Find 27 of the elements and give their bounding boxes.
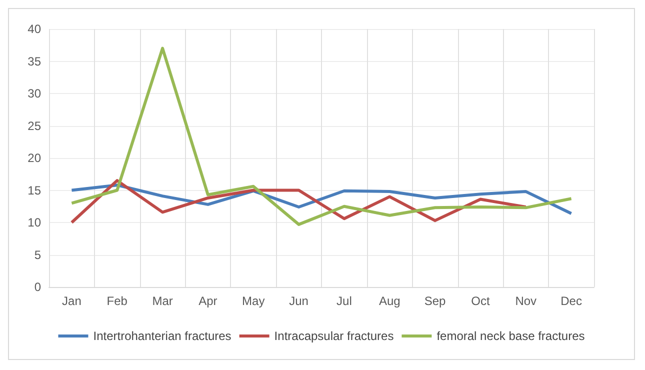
x-tick-label: Dec — [560, 294, 582, 308]
x-tick-label: Aug — [378, 294, 400, 308]
x-tick-label: Jun — [289, 294, 308, 308]
line-series — [70, 184, 573, 215]
x-tick-label: Sep — [424, 294, 446, 308]
y-tick-label: 40 — [28, 22, 42, 36]
legend-label: femoral neck base fractures — [436, 329, 585, 343]
y-tick-label: 15 — [28, 183, 42, 198]
y-tick-label: 10 — [28, 216, 42, 230]
y-tick-label: 20 — [28, 151, 42, 165]
y-tick-label: 35 — [28, 54, 42, 68]
y-tick-label: 25 — [28, 118, 42, 133]
line-series — [70, 179, 528, 224]
line-series — [70, 46, 573, 226]
x-tick-label: Jul — [336, 294, 352, 308]
y-tick-label: 30 — [28, 86, 42, 100]
x-tick-label: Apr — [198, 294, 218, 308]
y-tick-label: 5 — [34, 248, 42, 262]
x-tick-label: May — [242, 294, 265, 308]
x-tick-label: Mar — [152, 294, 173, 308]
x-tick-label: Feb — [106, 294, 128, 308]
legend-label: Intertrohanterian fractures — [93, 329, 232, 343]
y-tick-label: 0 — [34, 280, 42, 294]
x-tick-label: Jan — [62, 294, 82, 308]
x-tick-label: Oct — [471, 294, 490, 308]
legend-label: Intracapsular fractures — [274, 329, 394, 343]
x-tick-label: Nov — [515, 294, 537, 308]
